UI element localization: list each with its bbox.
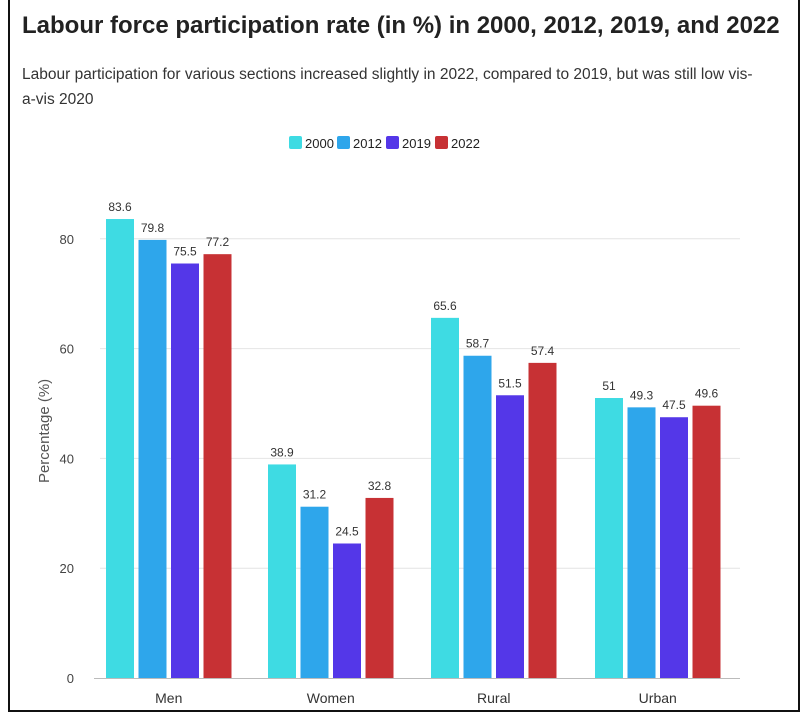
- chart-title: Labour force participation rate (in %) i…: [22, 12, 780, 39]
- x-tick-label: Men: [155, 690, 182, 706]
- y-tick-label: 60: [60, 342, 74, 357]
- legend-label[interactable]: 2012: [353, 136, 382, 151]
- bar[interactable]: [268, 464, 296, 678]
- bar[interactable]: [627, 407, 656, 678]
- bar[interactable]: [203, 254, 232, 678]
- legend-label[interactable]: 2000: [305, 136, 334, 151]
- bar[interactable]: [496, 395, 524, 678]
- data-label: 58.7: [466, 337, 490, 351]
- chart-subtitle: Labour participation for various section…: [22, 66, 753, 108]
- y-tick-label: 80: [60, 232, 74, 247]
- data-label: 51.5: [498, 376, 522, 390]
- bar[interactable]: [595, 398, 623, 678]
- y-tick-label: 40: [60, 451, 74, 466]
- y-tick-label: 20: [60, 561, 74, 576]
- bar[interactable]: [528, 362, 557, 678]
- x-tick-label: Urban: [639, 690, 677, 706]
- data-label: 32.8: [368, 479, 392, 493]
- bar[interactable]: [660, 417, 688, 678]
- y-tick-label: 0: [67, 671, 74, 686]
- bar[interactable]: [463, 355, 492, 678]
- legend-swatch[interactable]: [386, 136, 399, 149]
- data-label: 31.2: [303, 488, 327, 502]
- legend-swatch[interactable]: [289, 136, 302, 149]
- data-label: 57.4: [531, 344, 555, 358]
- data-label: 79.8: [141, 221, 165, 235]
- data-label: 38.9: [270, 445, 294, 459]
- bar[interactable]: [171, 263, 199, 678]
- bar[interactable]: [365, 497, 394, 678]
- legend-label[interactable]: 2019: [402, 136, 431, 151]
- legend-swatch[interactable]: [435, 136, 448, 149]
- bar[interactable]: [431, 317, 459, 678]
- legend-label[interactable]: 2022: [451, 136, 480, 151]
- data-label: 51: [602, 379, 616, 393]
- legend-swatch[interactable]: [337, 136, 350, 149]
- data-label: 77.2: [206, 235, 230, 249]
- bar[interactable]: [692, 405, 721, 678]
- data-label: 47.5: [662, 398, 686, 412]
- x-tick-label: Women: [307, 690, 355, 706]
- data-label: 75.5: [173, 245, 197, 259]
- data-label: 49.3: [630, 388, 654, 402]
- bar[interactable]: [138, 239, 167, 678]
- y-axis-label: Percentage (%): [36, 379, 53, 483]
- bar[interactable]: [333, 543, 361, 678]
- bar[interactable]: [106, 219, 134, 678]
- x-tick-label: Rural: [477, 690, 510, 706]
- data-label: 83.6: [108, 200, 132, 214]
- bar[interactable]: [300, 506, 329, 678]
- data-label: 49.6: [695, 387, 719, 401]
- data-label: 24.5: [335, 524, 359, 538]
- data-label: 65.6: [433, 299, 457, 313]
